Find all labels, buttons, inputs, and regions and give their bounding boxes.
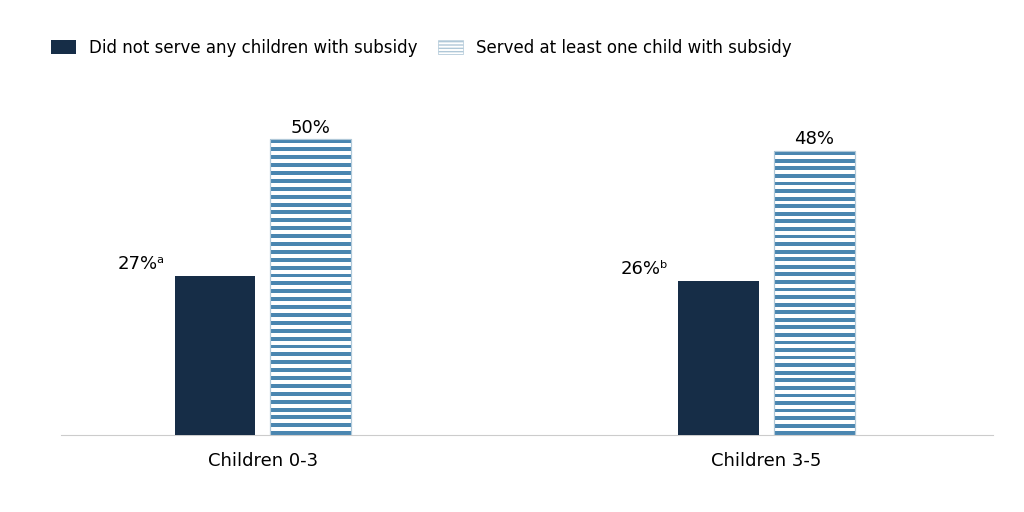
Bar <box>270 139 351 143</box>
Bar <box>175 275 255 435</box>
Bar <box>774 159 855 163</box>
Bar <box>270 234 351 238</box>
Text: 50%: 50% <box>291 118 331 137</box>
Bar <box>774 340 855 345</box>
Legend: Did not serve any children with subsidy, Served at least one child with subsidy: Did not serve any children with subsidy,… <box>51 39 792 57</box>
Bar <box>270 155 351 159</box>
Bar <box>270 345 351 349</box>
Bar <box>270 147 351 152</box>
Bar <box>270 305 351 309</box>
Bar <box>774 212 855 216</box>
Bar <box>774 197 855 201</box>
Bar <box>774 303 855 307</box>
Bar <box>774 326 855 329</box>
Bar <box>774 401 855 405</box>
Bar <box>270 431 351 435</box>
Bar <box>774 166 855 170</box>
Bar <box>270 273 351 278</box>
Bar <box>774 310 855 314</box>
Bar <box>774 348 855 352</box>
Bar <box>774 356 855 359</box>
Bar <box>774 242 855 246</box>
Bar <box>774 378 855 382</box>
Bar <box>270 250 351 254</box>
Bar <box>774 280 855 284</box>
Bar <box>270 329 351 333</box>
Text: 27%ᵃ: 27%ᵃ <box>118 254 165 272</box>
Bar <box>270 297 351 301</box>
Bar <box>774 318 855 322</box>
Bar <box>270 266 351 270</box>
Bar <box>270 218 351 222</box>
Bar <box>270 226 351 230</box>
Bar <box>270 203 351 206</box>
Bar <box>270 179 351 183</box>
Bar <box>270 171 351 175</box>
Text: 26%ᵇ: 26%ᵇ <box>621 261 669 279</box>
Bar <box>270 352 351 356</box>
Bar <box>270 139 351 435</box>
Bar <box>774 174 855 178</box>
Bar <box>774 386 855 390</box>
Bar <box>270 336 351 340</box>
Bar <box>270 289 351 293</box>
Bar <box>774 220 855 223</box>
Bar <box>774 204 855 208</box>
Bar <box>774 272 855 276</box>
Bar <box>774 288 855 291</box>
Bar <box>774 295 855 299</box>
Bar <box>270 368 351 372</box>
Bar <box>270 282 351 285</box>
Bar <box>270 400 351 403</box>
Bar <box>270 415 351 419</box>
Bar <box>270 392 351 396</box>
Bar <box>774 371 855 375</box>
Bar <box>270 195 351 199</box>
Bar <box>774 333 855 337</box>
Bar <box>270 360 351 364</box>
Bar <box>679 282 759 435</box>
Bar <box>774 432 855 435</box>
Bar <box>774 416 855 420</box>
Bar <box>270 242 351 246</box>
Bar <box>270 187 351 191</box>
Bar <box>270 384 351 388</box>
Bar <box>270 210 351 215</box>
Text: 48%: 48% <box>795 131 835 148</box>
Bar <box>774 250 855 253</box>
Bar <box>270 376 351 380</box>
Bar <box>774 424 855 428</box>
Bar <box>774 152 855 155</box>
Bar <box>270 258 351 262</box>
Bar <box>270 423 351 428</box>
Bar <box>774 182 855 185</box>
Bar <box>774 364 855 367</box>
Bar <box>774 227 855 231</box>
Bar <box>270 313 351 317</box>
Bar <box>270 321 351 325</box>
Bar <box>774 258 855 261</box>
Bar <box>774 265 855 269</box>
Bar <box>774 152 855 435</box>
Bar <box>270 163 351 167</box>
Bar <box>774 152 855 435</box>
Bar <box>774 234 855 239</box>
Bar <box>270 408 351 412</box>
Bar <box>774 409 855 413</box>
Bar <box>270 139 351 435</box>
Bar <box>774 394 855 397</box>
Bar <box>774 189 855 193</box>
